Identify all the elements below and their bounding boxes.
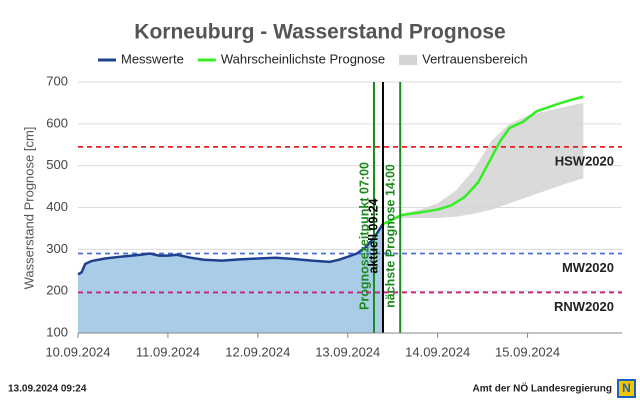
logo: N [617, 379, 636, 398]
x-tick-label: 10.09.2024 [45, 344, 110, 359]
legend-label: Wahrscheinlichste Prognose [221, 51, 385, 66]
x-tick-label: 12.09.2024 [225, 344, 290, 359]
y-tick-label: 700 [46, 73, 68, 88]
chart-title: Korneuburg - Wasserstand Prognose [134, 21, 505, 44]
y-tick-label: 400 [46, 199, 68, 214]
x-tick-label: 14.09.2024 [405, 344, 470, 359]
reference-label: MW2020 [562, 260, 614, 275]
marker-label: Prognosezeitpunkt 07:00 [357, 162, 371, 310]
timestamp: 13.09.2024 09:24 [8, 384, 87, 395]
legend-label: Vertrauensbereich [422, 51, 528, 66]
legend-swatch [399, 55, 418, 65]
y-tick-label: 100 [46, 324, 68, 339]
marker-label: nächste Prognose 14:00 [383, 164, 397, 308]
y-tick-label: 600 [46, 115, 68, 130]
x-tick-label: 13.09.2024 [315, 344, 380, 359]
x-tick-label: 15.09.2024 [495, 344, 560, 359]
confidence-band [382, 102, 584, 225]
y-tick-label: 500 [46, 157, 68, 172]
series-line [382, 95, 584, 226]
y-tick-label: 300 [46, 241, 68, 256]
reference-label: HSW2020 [555, 153, 614, 168]
measured-area [78, 224, 383, 333]
x-tick-label: 11.09.2024 [136, 344, 200, 359]
svg-text:N: N [622, 381, 631, 395]
series-line [77, 223, 384, 276]
reference-label: RNW2020 [554, 299, 614, 314]
source: Amt der NÖ Landesregierung [473, 382, 612, 395]
marker-label: aktuell 09:24 [366, 198, 380, 273]
legend-label: Messwerte [121, 51, 184, 66]
y-axis-label: Wasserstand Prognose [cm] [21, 127, 36, 290]
y-tick-label: 200 [46, 283, 68, 298]
